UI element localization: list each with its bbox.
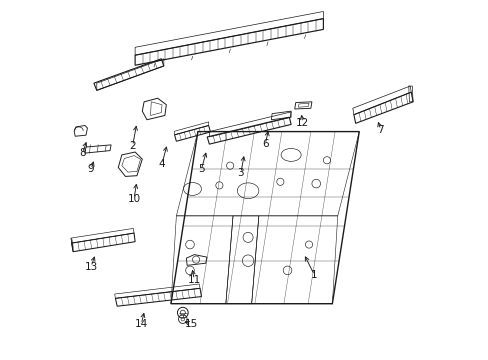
Text: 9: 9 bbox=[87, 164, 94, 174]
Text: 2: 2 bbox=[129, 141, 136, 151]
Text: 6: 6 bbox=[262, 139, 268, 149]
Text: 1: 1 bbox=[310, 270, 317, 280]
Text: 5: 5 bbox=[198, 164, 204, 174]
Text: 3: 3 bbox=[237, 168, 244, 178]
Text: 7: 7 bbox=[377, 125, 383, 135]
Text: 14: 14 bbox=[134, 319, 147, 329]
Text: 10: 10 bbox=[127, 194, 141, 204]
Text: 13: 13 bbox=[84, 262, 98, 272]
Text: 11: 11 bbox=[187, 275, 201, 285]
Text: 4: 4 bbox=[159, 159, 165, 169]
Text: 8: 8 bbox=[79, 148, 85, 158]
Text: 12: 12 bbox=[295, 118, 308, 128]
Text: 15: 15 bbox=[184, 319, 198, 329]
